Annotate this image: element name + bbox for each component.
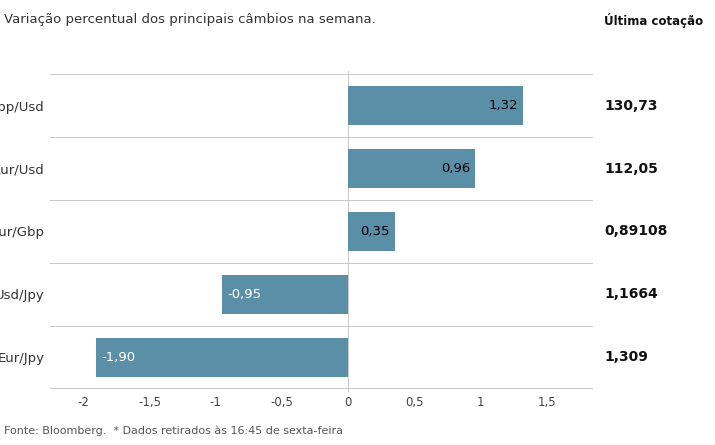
Text: 0,96: 0,96 — [441, 162, 470, 175]
Text: 1,309: 1,309 — [604, 350, 648, 364]
Bar — [348, 86, 523, 125]
Text: 0,89108: 0,89108 — [604, 224, 668, 239]
Text: 130,73: 130,73 — [604, 99, 658, 113]
Bar — [97, 338, 348, 376]
Text: 112,05: 112,05 — [604, 162, 658, 176]
Text: Variação percentual dos principais câmbios na semana.: Variação percentual dos principais câmbi… — [4, 13, 375, 26]
Text: 1,32: 1,32 — [488, 99, 518, 112]
Text: -1,90: -1,90 — [102, 351, 136, 364]
Bar — [348, 212, 395, 251]
Text: Fonte: Bloomberg.  * Dados retirados às 16:45 de sexta-feira: Fonte: Bloomberg. * Dados retirados às 1… — [4, 425, 342, 436]
Text: -0,95: -0,95 — [227, 288, 262, 301]
Bar — [348, 149, 475, 188]
Text: Última cotação: Última cotação — [604, 13, 704, 28]
Text: 0,35: 0,35 — [360, 225, 390, 238]
Bar — [222, 275, 348, 314]
Text: 1,1664: 1,1664 — [604, 287, 658, 301]
